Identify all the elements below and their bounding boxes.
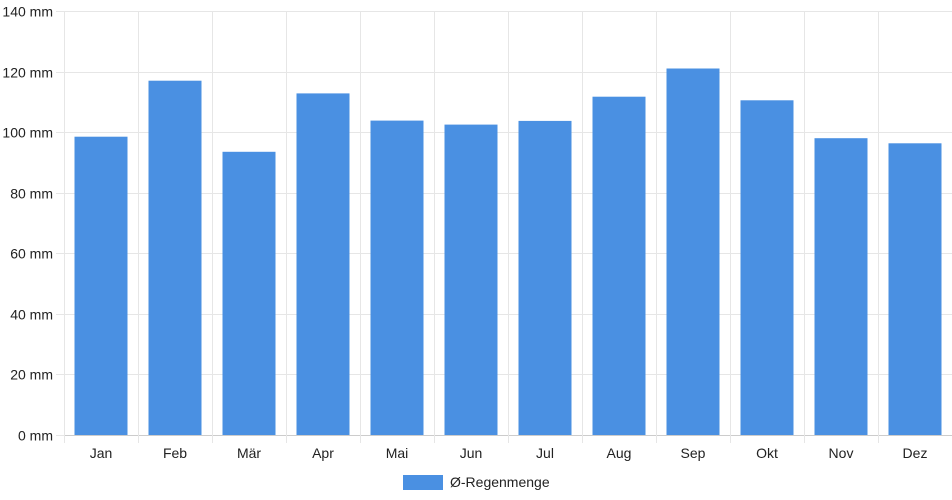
bar-jul[interactable]: [518, 120, 572, 436]
x-tick-label: Jun: [460, 445, 483, 461]
y-tick-label: 40 mm: [10, 307, 53, 323]
x-tick-label: Feb: [163, 445, 187, 461]
x-tick-label: Sep: [681, 445, 706, 461]
x-tick-label: Mär: [237, 445, 261, 461]
y-tick-label: 80 mm: [10, 186, 53, 202]
y-tick-label: 140 mm: [2, 4, 53, 20]
x-axis: Jan Feb Mär Apr Mai Jun Jul Aug Sep Okt Nov Dez: [90, 445, 928, 461]
bar-dez[interactable]: [888, 143, 942, 436]
bars: [74, 68, 942, 436]
legend-swatch[interactable]: [403, 475, 443, 490]
bar-nov[interactable]: [814, 138, 868, 435]
y-tick-label: 120 mm: [2, 65, 53, 81]
bar-mär[interactable]: [222, 151, 276, 436]
x-tick-label: Dez: [903, 445, 928, 461]
x-tick-label: Aug: [607, 445, 632, 461]
bar-apr[interactable]: [296, 93, 350, 436]
bar-sep[interactable]: [666, 68, 720, 436]
grid-lines: [56, 11, 952, 443]
x-tick-label: Apr: [312, 445, 334, 461]
x-tick-label: Okt: [756, 445, 778, 461]
bar-jan[interactable]: [74, 136, 128, 435]
bar-feb[interactable]: [148, 80, 202, 435]
y-axis: 0 mm 20 mm 40 mm 60 mm 80 mm 100 mm 120 mm 140 …: [2, 4, 53, 444]
x-tick-label: Nov: [829, 445, 854, 461]
y-tick-label: 20 mm: [10, 367, 53, 383]
y-tick-label: 0 mm: [18, 428, 53, 444]
x-tick-label: Mai: [386, 445, 409, 461]
bar-okt[interactable]: [740, 100, 794, 436]
x-tick-label: Jan: [90, 445, 113, 461]
bar-mai[interactable]: [370, 120, 424, 435]
bar-jun[interactable]: [444, 124, 498, 435]
legend-label[interactable]: Ø-Regenmenge: [450, 474, 550, 490]
x-tick-label: Jul: [536, 445, 554, 461]
bar-aug[interactable]: [592, 96, 646, 435]
legend[interactable]: Ø-Regenmenge: [403, 474, 550, 490]
y-tick-label: 100 mm: [2, 125, 53, 141]
y-tick-label: 60 mm: [10, 246, 53, 262]
